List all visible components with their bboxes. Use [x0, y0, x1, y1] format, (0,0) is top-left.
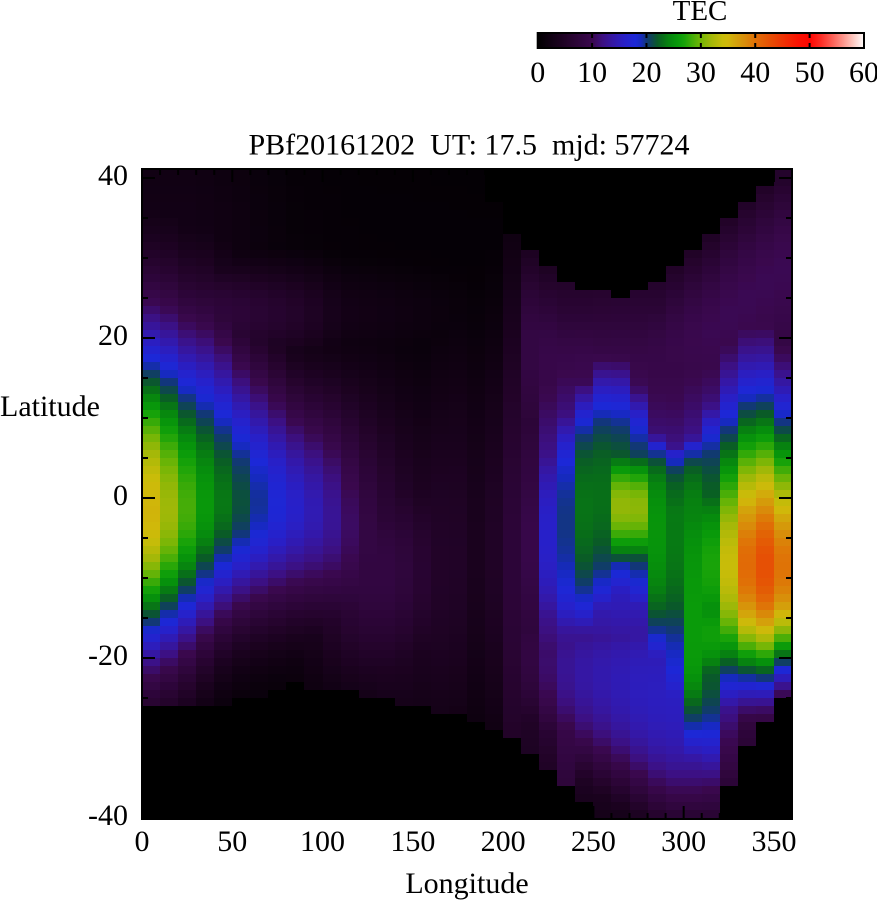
- svg-text:150: 150: [390, 825, 435, 858]
- svg-text:TEC: TEC: [673, 0, 728, 27]
- svg-text:20: 20: [631, 56, 661, 89]
- svg-text:0: 0: [530, 56, 545, 89]
- svg-text:30: 30: [686, 56, 716, 89]
- svg-text:Latitude: Latitude: [0, 390, 100, 423]
- svg-text:40: 40: [740, 56, 770, 89]
- svg-text:0: 0: [113, 479, 128, 512]
- svg-text:350: 350: [751, 825, 796, 858]
- svg-text:50: 50: [795, 56, 825, 89]
- svg-text:20: 20: [98, 319, 128, 352]
- svg-text:0: 0: [135, 825, 150, 858]
- svg-text:250: 250: [571, 825, 616, 858]
- svg-text:-20: -20: [88, 639, 128, 672]
- svg-text:Longitude: Longitude: [405, 867, 528, 900]
- svg-text:200: 200: [481, 825, 526, 858]
- svg-text:PBf20161202 UT: 17.5 mjd: 57: PBf20161202 UT: 17.5 mjd: 57724: [248, 129, 689, 162]
- svg-text:300: 300: [661, 825, 706, 858]
- svg-text:50: 50: [217, 825, 247, 858]
- svg-text:-40: -40: [88, 799, 128, 832]
- svg-text:60: 60: [849, 56, 877, 89]
- svg-text:100: 100: [300, 825, 345, 858]
- svg-text:40: 40: [98, 159, 128, 192]
- svg-text:10: 10: [577, 56, 607, 89]
